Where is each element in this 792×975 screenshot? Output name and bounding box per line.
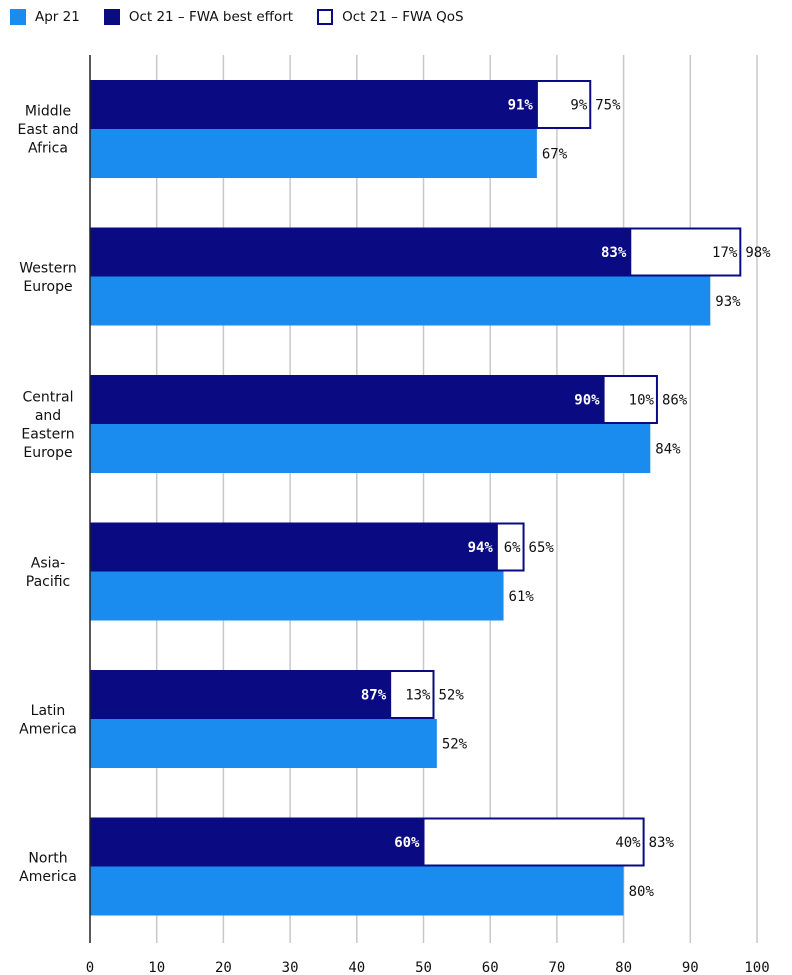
region-label: Europe [23,445,72,461]
x-tick-label: 90 [682,960,699,975]
label-total: 83% [649,835,675,851]
label-apr21: 52% [442,737,468,753]
bar-best-effort [90,670,391,719]
label-apr21: 93% [715,294,741,310]
region-label: East and [18,122,79,138]
bar-qos [629,227,742,277]
label-qos: 40% [615,835,641,851]
x-tick-label: 60 [482,960,499,975]
label-total: 65% [529,540,555,556]
label-best-effort: 83% [601,245,627,261]
bar-apr21 [90,276,711,326]
label-apr21: 80% [629,884,655,900]
legend-item-apr21: Apr 21 [10,9,80,25]
region-label: North [28,850,67,866]
label-best-effort: 94% [468,540,494,556]
region-label: America [19,869,77,885]
label-qos: 13% [405,688,431,704]
bar-best-effort [90,375,604,424]
legend-swatch-apr21 [10,9,26,25]
x-tick-label: 30 [282,960,299,975]
x-tick-label: 0 [86,960,94,975]
region-label: Central [23,389,74,405]
bar-apr21 [90,866,624,916]
bar-qos [422,817,645,867]
label-qos: 17% [712,245,738,261]
label-total: 98% [745,245,771,261]
x-tick-label: 100 [744,960,769,975]
region-label: and [35,408,61,424]
label-apr21: 67% [542,147,568,163]
label-best-effort: 91% [508,98,534,114]
bar-best-effort [90,80,537,129]
bar-best-effort [90,817,424,867]
x-tick-label: 10 [148,960,165,975]
legend-swatch-qos [317,9,334,25]
x-tick-label: 70 [548,960,565,975]
region-label: America [19,721,77,737]
region-label: Africa [28,141,68,157]
bar-apr21 [90,719,437,768]
legend-label-best-effort: Oct 21 – FWA best effort [128,9,294,25]
label-total: 52% [439,688,465,704]
legend: Apr 21 Oct 21 – FWA best effort Oct 21 –… [10,9,488,25]
legend-label-qos: Oct 21 – FWA QoS [342,9,464,25]
legend-label-apr21: Apr 21 [35,9,80,25]
label-qos: 10% [629,393,655,409]
label-apr21: 84% [655,442,681,458]
label-qos: 6% [504,540,521,556]
bar-apr21 [90,129,537,178]
x-tick-label: 40 [348,960,365,975]
region-label: Latin [31,703,66,719]
label-total: 86% [662,393,688,409]
label-qos: 9% [570,98,587,114]
region-label: Eastern [21,426,74,442]
region-label: Western [19,260,76,276]
bar-qos [389,670,435,719]
bar-qos [495,522,525,572]
x-tick-label: 20 [215,960,232,975]
region-label: Asia- [31,555,65,571]
label-best-effort: 90% [574,393,600,409]
label-apr21: 61% [509,589,535,605]
bar-best-effort [90,227,631,277]
region-label: Middle [25,104,71,120]
label-total: 75% [595,98,621,114]
legend-swatch-best-effort [103,9,120,25]
label-best-effort: 60% [394,835,420,851]
label-best-effort: 87% [361,688,387,704]
x-tick-label: 80 [615,960,632,975]
region-label: Pacific [26,574,71,590]
bar-qos [535,80,592,129]
region-label: Europe [23,279,72,295]
bar-best-effort [90,522,497,572]
legend-item-qos: Oct 21 – FWA QoS [317,9,464,25]
bar-apr21 [90,424,651,473]
legend-item-best-effort: Oct 21 – FWA best effort [103,9,294,25]
x-tick-label: 50 [415,960,432,975]
bar-qos [602,375,658,424]
bar-apr21 [90,571,504,621]
